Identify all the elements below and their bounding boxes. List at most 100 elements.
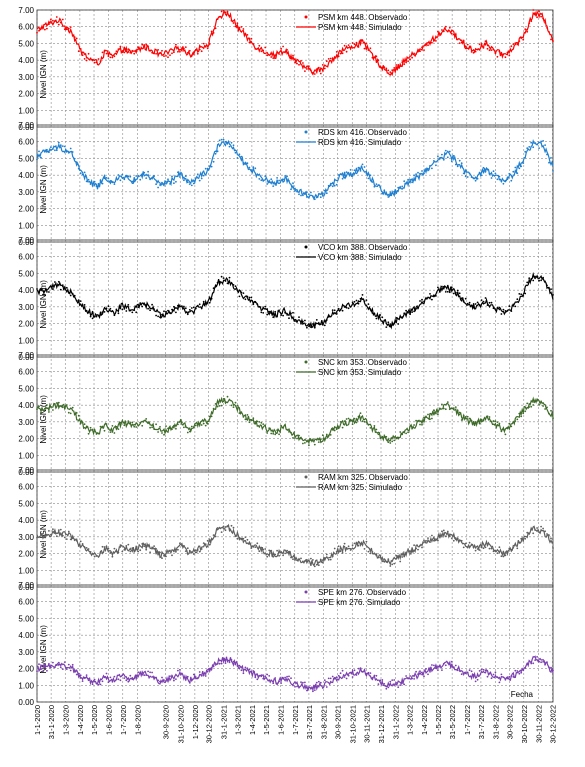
observed-point [44,293,46,296]
observed-point [183,179,185,182]
observed-point [238,26,241,29]
observed-point [437,286,439,289]
observed-point [411,181,413,184]
observed-point [63,407,66,410]
observed-point [294,559,296,561]
observed-point [437,539,439,542]
observed-point [419,50,421,53]
observed-point [310,557,312,560]
observed-point [143,545,146,548]
observed-point [121,420,124,423]
observed-point [117,551,120,554]
observed-point [407,178,409,181]
x-tick-label: 1-4-2022 [420,705,429,735]
observed-point [181,305,183,307]
observed-point [419,670,421,673]
y-tick-label: 7.00 [18,236,34,245]
observed-point [425,43,427,46]
observed-point [526,531,529,534]
observed-point [488,416,491,418]
observed-point [397,686,400,689]
observed-point [472,306,475,309]
observed-point [510,45,513,48]
observed-point [520,537,523,540]
observed-point [498,422,501,425]
observed-point [248,166,251,169]
x-tick-label: 31-1-2020 [47,705,56,739]
observed-point [403,555,406,558]
observed-point [125,679,128,682]
x-tick-label: 1-8-2020 [133,705,142,735]
observed-point [315,438,318,441]
observed-point [113,675,116,678]
observed-point [331,428,334,431]
observed-point [444,25,447,28]
observed-point [472,177,475,180]
observed-point [103,177,106,180]
observed-point [57,280,60,283]
observed-point [52,409,54,411]
observed-point [456,165,459,168]
observed-point [357,544,360,547]
observed-point [433,409,435,412]
observed-point [458,539,461,541]
observed-point [288,550,290,553]
observed-point [399,560,402,563]
observed-point [272,316,275,319]
observed-point [210,30,213,33]
observed-point [510,425,513,428]
observed-point [448,534,451,537]
observed-point [385,435,388,438]
observed-point [520,36,523,39]
observed-point [113,55,116,58]
observed-point [163,55,165,57]
observed-point [181,47,183,50]
observed-point [319,681,322,684]
observed-point [200,424,203,426]
y-tick-label: 4.00 [18,631,34,640]
observed-point [403,431,406,433]
observed-point [504,678,507,681]
observed-point [476,420,479,423]
observed-point [381,192,384,195]
y-tick-label: 3.00 [18,73,34,82]
observed-point [276,51,278,54]
observed-point [321,64,324,66]
observed-point [105,177,108,179]
x-tick-label: 30-9-2021 [334,705,343,739]
observed-point [111,555,114,558]
observed-point [500,180,503,183]
observed-point [210,415,213,418]
observed-point [188,549,191,552]
observed-point [149,671,152,674]
observed-point [490,177,493,179]
observed-point [109,307,112,310]
observed-point [397,555,400,558]
observed-point [508,422,511,425]
observed-point [236,22,239,25]
observed-point [69,26,72,28]
observed-point [327,434,330,437]
observed-point [423,300,425,303]
observed-point [230,282,233,284]
observed-point [246,667,249,670]
observed-point [210,165,213,168]
x-tick-label: 31-7-2022 [477,705,486,739]
observed-point [528,277,531,280]
observed-point [248,41,251,44]
observed-point [351,676,354,678]
observed-point [312,323,314,325]
observed-point [329,558,332,561]
observed-point [149,309,152,312]
observed-point [282,314,284,317]
observed-point [298,63,300,66]
observed-point [419,544,421,547]
observed-point [431,298,433,301]
observed-point [458,670,461,672]
x-tick-label: 1-5-2021 [262,705,271,735]
observed-point [214,403,217,405]
observed-point [218,139,221,142]
observed-point [240,538,243,541]
